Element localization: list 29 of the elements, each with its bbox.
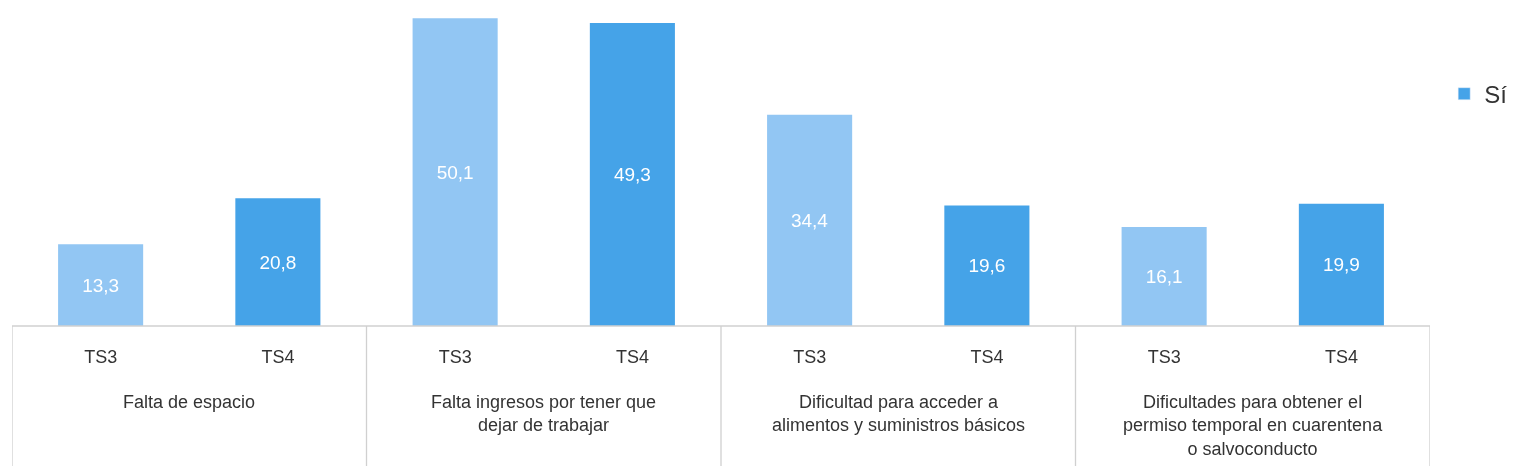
data-label: 16,1: [1145, 266, 1183, 288]
x-tick-label: TS3: [793, 346, 827, 367]
x-tick-label: TS3: [438, 346, 472, 367]
x-tick-label: TS3: [84, 346, 118, 367]
text: Dificultades para obtener el permiso temporal en cuarentena o salvoconducto: [1123, 392, 1384, 459]
legend-label: Sí: [1484, 81, 1508, 109]
bar: [1298, 203, 1384, 326]
data-label: 34,4: [790, 209, 829, 231]
bar: [589, 23, 675, 326]
data-label: 20,8: [259, 251, 297, 273]
x-tick-label: TS4: [1324, 346, 1358, 367]
bar: [412, 18, 498, 326]
data-label: 49,3: [613, 164, 651, 186]
x-tick-label: TS4: [261, 346, 295, 367]
bar: [235, 198, 321, 326]
data-label: 19,6: [968, 255, 1006, 277]
x-tick-label: TS4: [615, 346, 649, 367]
x-tick-label: TS4: [970, 346, 1004, 367]
data-label: 19,9: [1322, 254, 1360, 276]
bar: [58, 244, 144, 326]
text: Falta ingresos por tener que dejar de trabajar: [431, 392, 657, 436]
bar: [1121, 227, 1207, 326]
x-tick-label: TS3: [1147, 346, 1181, 367]
text: Falta de espacio: [123, 392, 256, 412]
bar: [944, 205, 1030, 326]
data-label: 13,3: [82, 274, 120, 296]
data-label: 50,1: [436, 161, 474, 183]
bar: [767, 114, 853, 326]
text: Dificultad para acceder a alimentos y suministros básicos: [772, 392, 1026, 436]
